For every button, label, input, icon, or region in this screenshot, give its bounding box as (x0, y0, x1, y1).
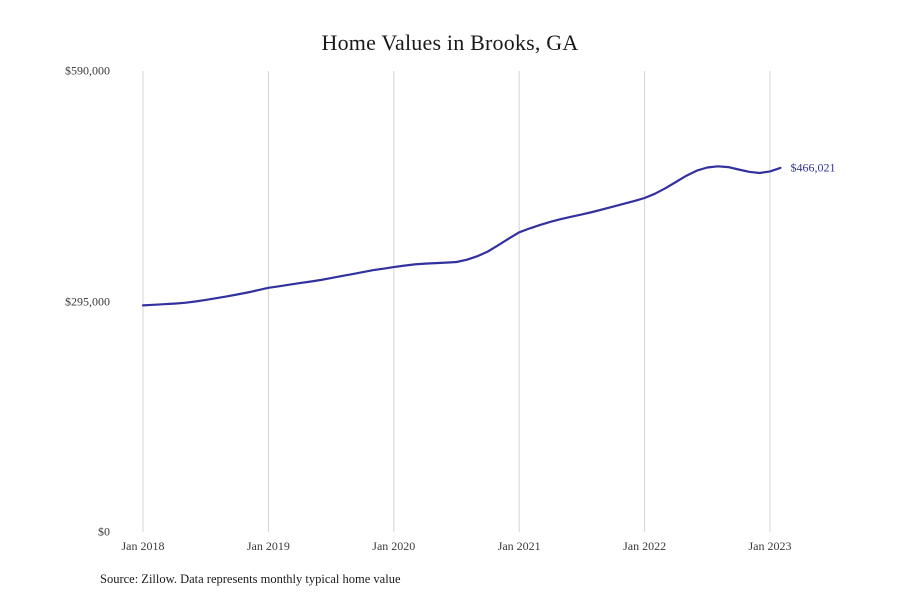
y-axis-tick-label: $590,000 (65, 63, 110, 78)
x-axis-tick-label: Jan 2020 (372, 539, 416, 553)
x-axis-tick-label: Jan 2023 (748, 539, 792, 553)
y-axis-tick-label: $0 (98, 524, 110, 539)
x-axis-tick-label: Jan 2018 (121, 539, 165, 553)
x-axis-tick-label: Jan 2022 (623, 539, 667, 553)
x-axis-tick-label: Jan 2021 (497, 539, 541, 553)
chart-title: Home Values in Brooks, GA (321, 30, 579, 55)
y-axis-tick-label: $295,000 (65, 294, 110, 308)
source-note: Source: Zillow. Data represents monthly … (100, 572, 401, 586)
x-axis-tick-label: Jan 2019 (246, 539, 290, 553)
series-line (141, 165, 782, 307)
end-value-label: $466,021 (790, 160, 836, 175)
